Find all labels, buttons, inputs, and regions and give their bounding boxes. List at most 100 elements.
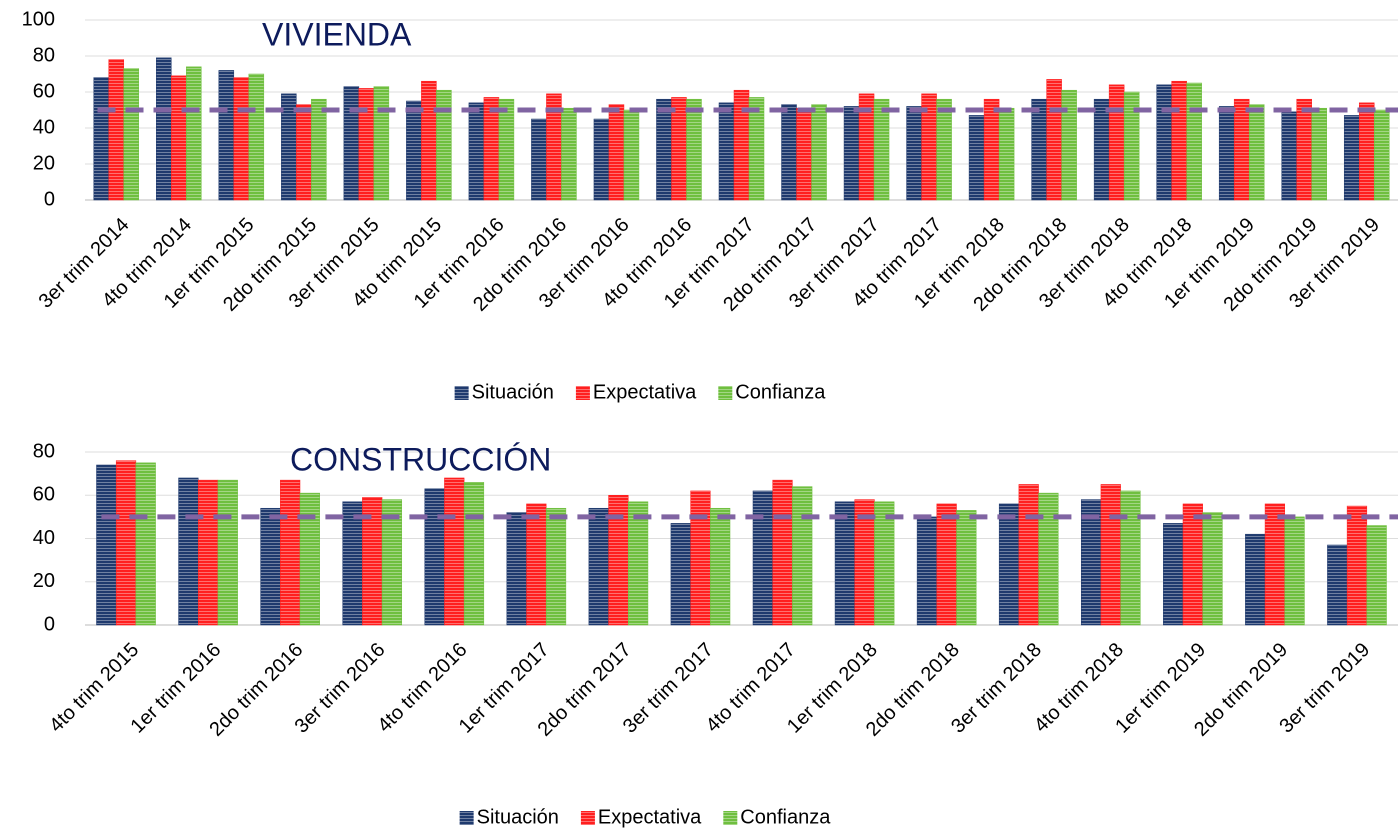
legend-swatch [454, 386, 469, 400]
bar [1311, 107, 1327, 201]
bar [436, 89, 452, 201]
legend-label: Expectativa [593, 381, 697, 403]
legend-label: Situación [477, 806, 559, 828]
bar [1156, 84, 1172, 201]
y-tick-label: 100 [22, 8, 55, 30]
bar [311, 98, 327, 201]
bar [531, 118, 547, 201]
bar [96, 464, 117, 626]
bar [873, 98, 890, 201]
bar [1093, 98, 1110, 201]
bar [968, 115, 985, 201]
bar [358, 88, 375, 201]
y-tick-label: 80 [33, 44, 55, 66]
bar [1373, 109, 1390, 201]
bar [1343, 115, 1360, 201]
bar [1218, 106, 1235, 201]
y-tick-label: 0 [44, 613, 55, 635]
bar [1120, 490, 1141, 626]
bar [171, 75, 187, 201]
legend-swatch [723, 811, 738, 825]
bar [874, 501, 895, 626]
bar [1366, 525, 1387, 626]
bar [483, 97, 500, 201]
bar [998, 503, 1020, 626]
bar [772, 479, 793, 626]
legend: Situación Expectativa Confianza [454, 381, 826, 403]
bar [280, 479, 301, 626]
bar [1327, 544, 1348, 626]
bar [936, 503, 957, 626]
legend-label: Confianza [740, 806, 831, 828]
bar [561, 107, 577, 201]
y-tick-label: 40 [33, 116, 55, 138]
bar [156, 57, 172, 201]
y-tick-label: 60 [33, 80, 55, 102]
bar [178, 477, 199, 626]
bar [656, 98, 672, 201]
bar [197, 479, 219, 626]
bar [468, 102, 485, 201]
bar [424, 488, 445, 626]
bar [108, 59, 125, 201]
bar [811, 104, 827, 201]
bar [588, 507, 609, 626]
bar [936, 98, 952, 201]
bar [1281, 111, 1297, 201]
bar [406, 100, 422, 201]
y-tick-label: 20 [33, 152, 55, 174]
bar [123, 68, 140, 201]
bar [956, 510, 977, 626]
bar [752, 490, 773, 626]
bar [218, 70, 235, 201]
bar [1248, 104, 1265, 201]
bar [93, 77, 110, 201]
y-tick-label: 80 [33, 440, 55, 462]
bar [233, 77, 250, 201]
bar [1284, 516, 1305, 626]
bar [792, 486, 813, 626]
bar [248, 73, 265, 201]
bar [115, 460, 137, 626]
bar [1186, 82, 1202, 201]
bar [343, 86, 360, 201]
bar [1296, 98, 1312, 201]
bar [834, 501, 855, 626]
bar [1031, 98, 1047, 201]
legend-swatch [459, 811, 474, 825]
bar [671, 97, 687, 201]
bar [690, 490, 711, 626]
bar [916, 516, 938, 626]
bar [373, 86, 390, 201]
y-tick-label: 60 [33, 484, 55, 506]
bar [1123, 91, 1140, 201]
bar [718, 102, 735, 201]
chart-title: VIVIENDA [262, 16, 412, 52]
bar [1046, 79, 1062, 201]
bar [1061, 89, 1077, 201]
bar [1233, 98, 1250, 201]
bar [593, 118, 610, 201]
bar [421, 80, 437, 201]
bar [983, 98, 1000, 201]
legend-label: Situación [472, 381, 554, 403]
bar [1171, 80, 1187, 201]
bar [1182, 503, 1203, 626]
bar [628, 501, 649, 626]
bar [686, 98, 702, 201]
bar [843, 106, 860, 201]
bar [463, 482, 485, 626]
bar [1202, 512, 1223, 626]
bar [1018, 484, 1039, 626]
legend-swatch [580, 811, 595, 825]
bar [135, 462, 156, 626]
legend-label: Confianza [735, 381, 826, 403]
y-tick-label: 0 [44, 188, 55, 210]
bar [526, 503, 547, 626]
bar [1346, 505, 1368, 626]
legend-label: Expectativa [598, 806, 702, 828]
bar [498, 98, 515, 201]
bar [1100, 484, 1121, 626]
bar [299, 492, 320, 626]
